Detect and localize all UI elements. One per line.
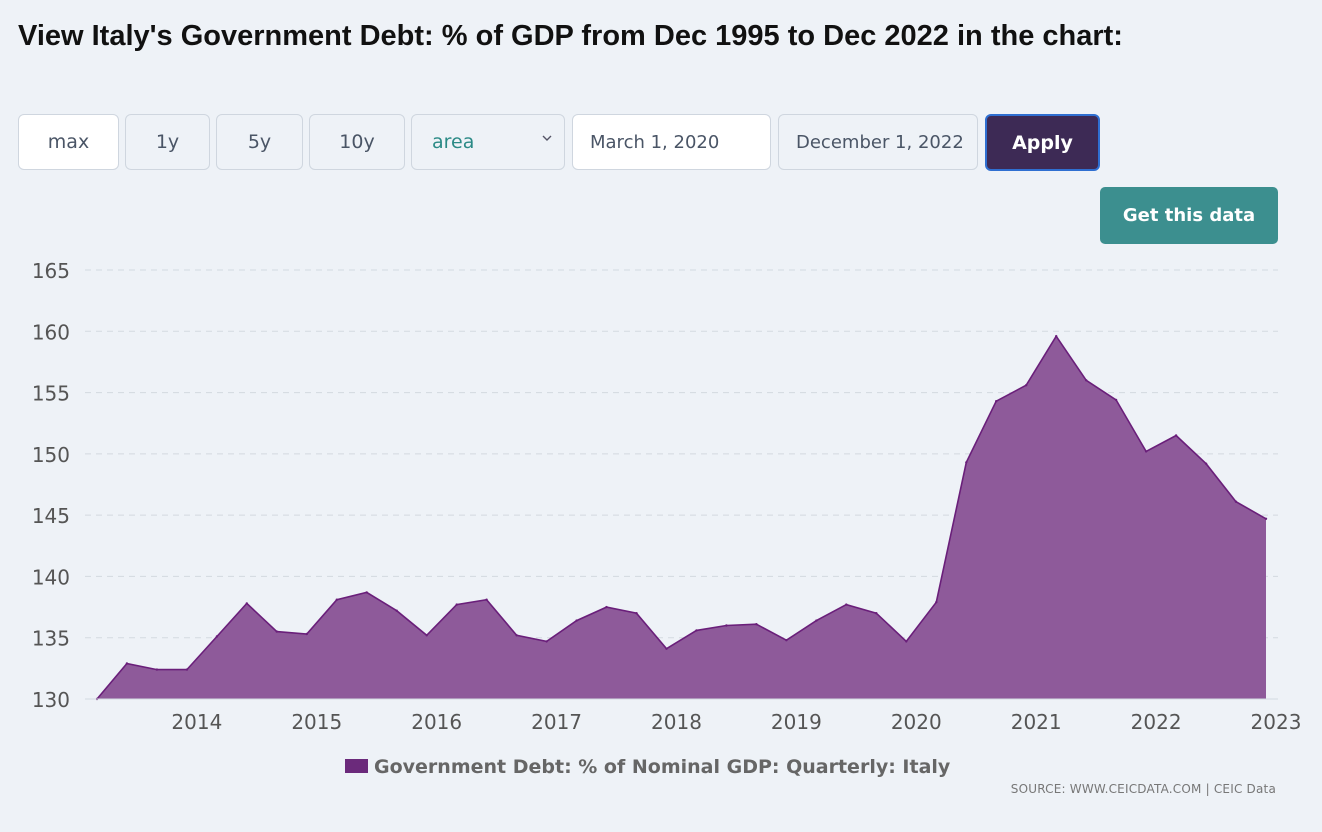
data-point (1264, 517, 1268, 520)
data-point (515, 634, 518, 637)
data-point (215, 635, 219, 638)
chart-type-select-value: area (432, 131, 475, 153)
y-tick-label: 140 (32, 565, 70, 589)
data-point (365, 591, 368, 594)
data-point (575, 619, 578, 622)
y-tick-label: 130 (32, 688, 70, 712)
x-tick-label: 2018 (651, 710, 702, 734)
start-date-input[interactable]: March 1, 2020 (572, 114, 771, 170)
end-date-input[interactable]: December 1, 2022 (778, 114, 978, 170)
debt-area-chart: 130 135 140 145 150 155 160 165 2014 2015 2016 2017… (32, 259, 1302, 778)
x-tick-label: 2020 (891, 710, 942, 734)
x-tick-label: 2014 (171, 710, 222, 734)
y-tick-label: 160 (32, 320, 70, 344)
page-title: View Italy's Government Debt: % of GDP f… (18, 20, 1123, 52)
data-point (1025, 384, 1028, 387)
apply-button[interactable]: Apply (985, 114, 1100, 171)
data-point (1114, 398, 1118, 402)
x-tick-label: 2017 (531, 710, 582, 734)
x-tick-label: 2023 (1251, 710, 1302, 734)
range-button-5y[interactable]: 5y (216, 114, 303, 170)
y-tick-label: 165 (32, 259, 70, 283)
data-point (995, 400, 998, 403)
series-line (96, 334, 1267, 700)
legend[interactable]: Government Debt: % of Nominal GDP: Quart… (345, 756, 951, 778)
range-button-max[interactable]: max (18, 114, 119, 170)
data-point (845, 603, 848, 606)
y-tick-label: 155 (32, 382, 70, 406)
y-tick-label: 150 (32, 443, 70, 467)
x-tick-label: 2019 (771, 710, 822, 734)
data-point (1174, 434, 1178, 437)
y-tick-label: 135 (32, 627, 70, 651)
chart-type-select[interactable]: area (411, 114, 565, 170)
data-point (545, 640, 548, 643)
range-button-1y[interactable]: 1y (125, 114, 210, 170)
data-point (185, 668, 189, 671)
get-this-data-button[interactable]: Get this data (1100, 187, 1278, 244)
legend-label: Government Debt: % of Nominal GDP: Quart… (374, 756, 951, 778)
data-point (275, 630, 278, 633)
data-point (485, 598, 488, 601)
data-point (665, 647, 668, 650)
data-point (305, 632, 308, 636)
data-point (1055, 335, 1058, 338)
range-button-10y[interactable]: 10y (309, 114, 405, 170)
chevron-down-icon (542, 135, 552, 141)
data-point (425, 634, 428, 637)
data-point (815, 619, 818, 622)
source-credit: SOURCE: WWW.CEICDATA.COM | CEIC Data (1010, 782, 1276, 796)
x-tick-label: 2015 (291, 710, 342, 734)
x-tick-label: 2016 (411, 710, 462, 734)
x-tick-label: 2022 (1131, 710, 1182, 734)
data-point (1234, 500, 1238, 503)
data-point (155, 668, 159, 671)
data-point (245, 602, 248, 605)
data-point (1144, 450, 1148, 453)
legend-swatch (345, 759, 368, 773)
data-point (725, 624, 728, 627)
x-tick-label: 2021 (1011, 710, 1062, 734)
data-point (785, 639, 788, 642)
data-point (1204, 462, 1208, 465)
data-point (695, 629, 698, 632)
data-point (1085, 379, 1088, 382)
data-point (455, 603, 458, 606)
data-point (755, 623, 758, 626)
y-tick-label: 145 (32, 504, 70, 528)
series-area (96, 336, 1266, 699)
data-point (125, 662, 129, 665)
data-point (905, 640, 908, 643)
data-point (635, 612, 638, 615)
data-point (395, 609, 398, 612)
data-point (935, 601, 938, 604)
data-point (875, 612, 878, 615)
data-point (605, 605, 608, 609)
data-point (335, 598, 338, 601)
data-point (965, 461, 968, 464)
